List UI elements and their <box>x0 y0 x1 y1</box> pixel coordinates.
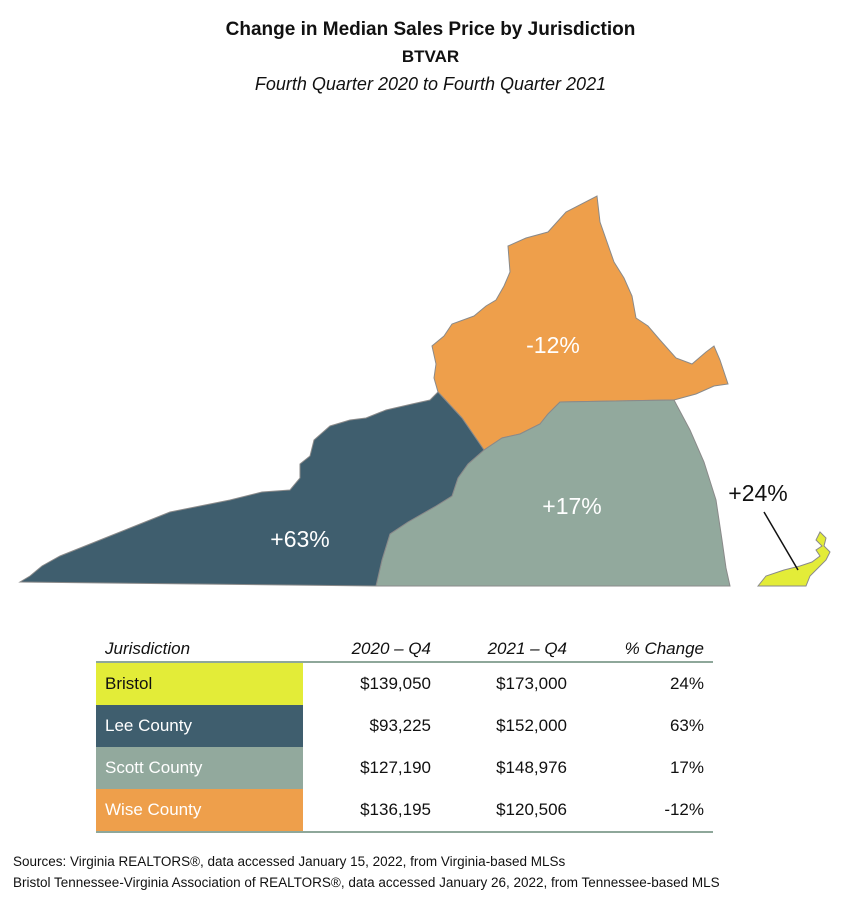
col-2020-q4: 2020 – Q4 <box>351 639 431 658</box>
region-lee-county[interactable] <box>18 391 485 587</box>
sources-line-1: Sources: Virginia REALTORS®, data access… <box>13 854 566 869</box>
table-row: Lee County $93,225 $152,000 63% <box>96 705 713 747</box>
row-color-swatch <box>96 789 303 831</box>
label-wise-county: -12% <box>526 332 580 358</box>
row-2021-q4: $148,976 <box>496 758 567 777</box>
row-2020-q4: $139,050 <box>360 674 431 693</box>
row-pct-change: -12% <box>664 800 704 819</box>
row-2020-q4: $136,195 <box>360 800 431 819</box>
row-pct-change: 17% <box>669 758 704 777</box>
row-pct-change: 24% <box>669 674 704 693</box>
col-2021-q4: 2021 – Q4 <box>487 639 567 658</box>
bristol-callout-line <box>763 511 799 571</box>
row-2020-q4: $93,225 <box>369 716 431 735</box>
row-pct-change: 63% <box>669 716 704 735</box>
row-color-swatch <box>96 747 303 789</box>
chart-subtitle: BTVAR <box>401 47 460 66</box>
row-jurisdiction: Wise County <box>105 800 202 819</box>
row-2020-q4: $127,190 <box>360 758 431 777</box>
row-color-swatch <box>96 663 303 705</box>
sources-note: Sources: Virginia REALTORS®, data access… <box>13 851 720 893</box>
row-jurisdiction: Scott County <box>105 758 203 777</box>
table-row: Scott County $127,190 $148,976 17% <box>96 747 713 789</box>
label-lee-county: +63% <box>270 526 329 552</box>
row-jurisdiction: Bristol <box>105 674 153 693</box>
row-2021-q4: $120,506 <box>496 800 567 819</box>
sources-line-2: Bristol Tennessee-Virginia Association o… <box>13 875 720 890</box>
region-bristol[interactable] <box>756 531 831 587</box>
chart-title: Change in Median Sales Price by Jurisdic… <box>225 19 636 40</box>
table-row: Wise County $136,195 $120,506 -12% <box>96 789 713 833</box>
label-scott-county: +17% <box>542 493 601 519</box>
row-2021-q4: $173,000 <box>496 674 567 693</box>
table-row: Bristol $139,050 $173,000 24% <box>96 663 713 705</box>
chart-period: Fourth Quarter 2020 to Fourth Quarter 20… <box>254 74 607 94</box>
col-pct-change: % Change <box>624 639 704 658</box>
row-jurisdiction: Lee County <box>105 716 192 735</box>
col-jurisdiction: Jurisdiction <box>105 639 191 658</box>
price-table: Jurisdiction 2020 – Q4 2021 – Q4 % Chang… <box>96 634 713 833</box>
row-2021-q4: $152,000 <box>496 716 567 735</box>
row-color-swatch <box>96 705 303 747</box>
label-bristol: +24% <box>728 480 787 506</box>
table-header: Jurisdiction 2020 – Q4 2021 – Q4 % Chang… <box>96 634 713 663</box>
